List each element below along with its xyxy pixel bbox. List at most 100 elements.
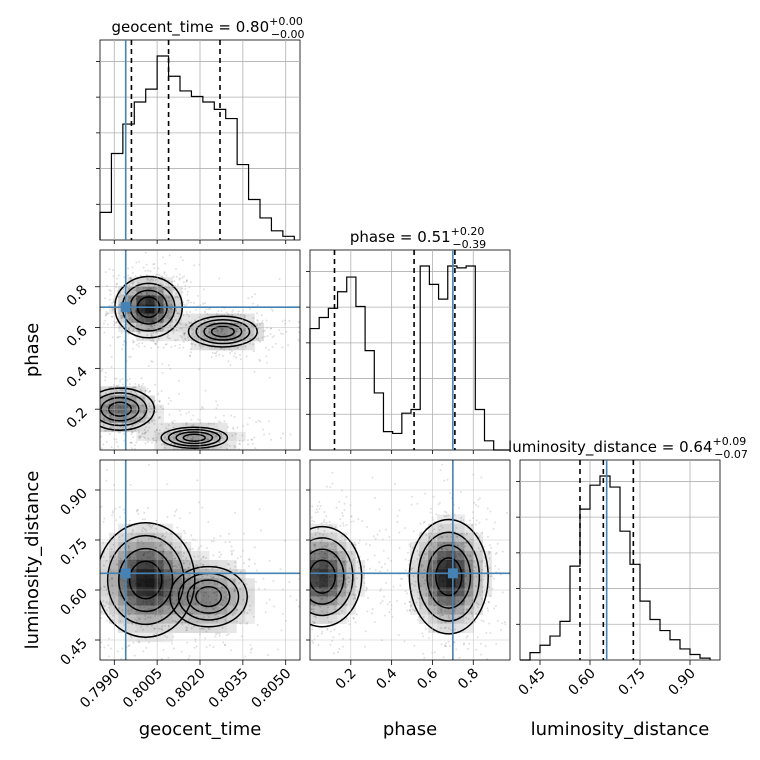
sample-point (468, 642, 470, 645)
sample-point (159, 316, 162, 319)
sample-point (445, 604, 448, 607)
sample-point (228, 445, 231, 447)
sample-point (161, 628, 164, 631)
sample-point (107, 593, 109, 596)
sample-point (185, 629, 188, 632)
density-cell (473, 605, 484, 615)
sample-point (327, 579, 330, 582)
density-cell (172, 596, 183, 606)
sample-point (316, 531, 319, 534)
sample-point (330, 620, 333, 623)
contour-line (160, 426, 229, 450)
sample-point (129, 355, 132, 358)
sample-point (135, 287, 138, 290)
sample-point (436, 593, 439, 596)
sample-point (118, 312, 121, 315)
sample-point (204, 557, 207, 559)
density-cell (218, 313, 228, 324)
sample-point (212, 576, 215, 578)
sample-point (212, 422, 215, 425)
density-cell (136, 596, 146, 606)
sample-point (108, 579, 111, 582)
density-cell (190, 313, 201, 324)
sample-point (338, 633, 341, 636)
sample-point (167, 314, 169, 317)
density-cell (154, 431, 164, 442)
sample-point (145, 603, 148, 606)
sample-point (193, 625, 195, 628)
sample-point (260, 529, 262, 532)
sample-point (326, 564, 329, 567)
sample-point (98, 404, 100, 406)
sample-point (128, 558, 131, 561)
density-cell (190, 331, 201, 342)
density-cell (118, 532, 128, 543)
sample-point (231, 434, 234, 437)
sample-point (443, 586, 446, 589)
sample-point (444, 547, 446, 550)
sample-point (179, 334, 182, 337)
sample-point (437, 557, 440, 560)
sample-point (443, 601, 446, 603)
density-cell (319, 578, 329, 588)
sample-point (131, 291, 134, 294)
sample-point (100, 447, 103, 450)
sample-point (386, 603, 389, 606)
sample-point (329, 524, 331, 527)
sample-point (190, 342, 193, 345)
sample-point (147, 437, 150, 440)
density-cell (473, 578, 484, 588)
sample-point (146, 298, 149, 301)
density-cell (227, 623, 237, 634)
sample-point (161, 535, 164, 538)
sample-point (396, 514, 399, 517)
sample-point (87, 572, 89, 574)
density-cell (172, 587, 183, 597)
sample-point (139, 302, 142, 305)
sample-point (189, 548, 192, 550)
density-cell (181, 560, 192, 570)
sample-point (151, 319, 154, 322)
sample-point (423, 582, 426, 585)
sample-point (222, 327, 225, 330)
density-cell (227, 431, 237, 442)
sample-point (467, 618, 470, 621)
sample-point (162, 346, 165, 349)
sample-point (168, 317, 170, 320)
sample-point (313, 552, 316, 555)
sample-point (105, 559, 108, 562)
density-cell (172, 304, 183, 314)
sample-point (307, 558, 309, 560)
sample-point (448, 627, 451, 630)
sample-point (365, 543, 368, 545)
sample-point (414, 580, 417, 583)
sample-point (253, 436, 256, 439)
density-cell (109, 386, 119, 396)
x-tick-label: 0.8035 (206, 666, 252, 712)
sample-point (71, 433, 73, 435)
sample-point (117, 445, 120, 448)
sample-point (235, 356, 238, 359)
sample-point (148, 410, 151, 413)
sample-point (118, 506, 121, 509)
sample-point (253, 370, 256, 373)
sample-point (129, 539, 132, 542)
sample-point (155, 293, 158, 296)
sample-point (118, 431, 121, 434)
sample-point (218, 431, 221, 434)
sample-point (128, 383, 131, 386)
sample-point (308, 601, 310, 603)
scatter-panel-geocent_time-luminosity_distance (87, 459, 301, 661)
sample-point (314, 578, 317, 580)
sample-point (138, 431, 141, 434)
sample-point (130, 636, 133, 639)
sample-point (301, 509, 303, 511)
sample-point (109, 647, 112, 650)
sample-point (449, 559, 451, 562)
sample-point (318, 586, 321, 589)
density-cell (328, 560, 338, 570)
sample-point (492, 527, 495, 530)
sample-point (445, 535, 448, 538)
sample-point (165, 343, 168, 346)
sample-point (221, 586, 224, 589)
